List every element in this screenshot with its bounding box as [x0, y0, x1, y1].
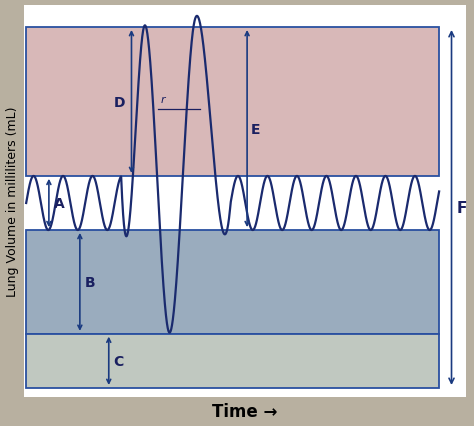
Text: C: C [114, 354, 124, 368]
Text: E: E [251, 122, 261, 136]
Bar [26, 334, 439, 388]
Text: F: F [456, 201, 467, 216]
Bar [26, 28, 439, 176]
Text: r: r [160, 95, 165, 105]
X-axis label: Time →: Time → [212, 403, 278, 420]
Bar [26, 230, 439, 334]
Text: A: A [54, 196, 64, 210]
Y-axis label: Lung Volume in milliliters (mL): Lung Volume in milliliters (mL) [6, 106, 18, 296]
Text: D: D [114, 95, 126, 109]
Text: B: B [85, 275, 95, 289]
